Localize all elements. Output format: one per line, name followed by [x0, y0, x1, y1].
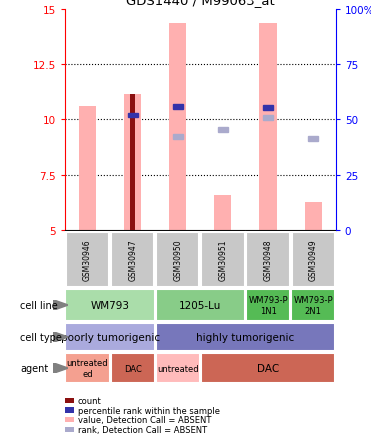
Text: percentile rank within the sample: percentile rank within the sample — [78, 405, 220, 414]
Bar — [156, 289, 245, 321]
Text: WM793-P
2N1: WM793-P 2N1 — [293, 296, 333, 315]
Polygon shape — [53, 300, 68, 311]
Text: GSM30947: GSM30947 — [128, 239, 137, 280]
Bar — [201, 353, 335, 383]
Text: GSM30949: GSM30949 — [309, 239, 318, 280]
Text: 1205-Lu: 1205-Lu — [179, 300, 221, 310]
Text: DAC: DAC — [257, 363, 279, 373]
Text: poorly tumorigenic: poorly tumorigenic — [60, 332, 160, 342]
Bar — [246, 289, 290, 321]
Text: count: count — [78, 396, 102, 405]
Text: agent: agent — [20, 363, 49, 373]
Text: WM793: WM793 — [91, 300, 129, 310]
Text: untreated: untreated — [157, 364, 198, 373]
Polygon shape — [53, 363, 68, 373]
Bar — [111, 232, 154, 287]
Bar — [214, 195, 232, 231]
Title: GDS1440 / M99063_at: GDS1440 / M99063_at — [126, 0, 275, 7]
Bar — [65, 289, 155, 321]
Bar — [130, 95, 135, 231]
Bar — [173, 135, 183, 139]
Bar — [65, 353, 109, 383]
Bar — [292, 232, 335, 287]
Bar — [128, 113, 138, 118]
Text: GSM30948: GSM30948 — [263, 239, 273, 280]
Bar — [263, 105, 273, 111]
Text: rank, Detection Call = ABSENT: rank, Detection Call = ABSENT — [78, 424, 207, 434]
Text: GSM30946: GSM30946 — [83, 239, 92, 280]
Text: untreated
ed: untreated ed — [67, 358, 108, 378]
Bar — [246, 232, 290, 287]
Bar — [169, 24, 186, 231]
Bar — [156, 353, 200, 383]
Bar — [156, 323, 335, 352]
Text: highly tumorigenic: highly tumorigenic — [196, 332, 295, 342]
Bar — [65, 323, 155, 352]
Bar — [111, 353, 155, 383]
Bar — [79, 107, 96, 231]
Bar — [173, 105, 183, 109]
Text: cell line: cell line — [20, 300, 58, 310]
Bar — [259, 24, 277, 231]
Text: cell type: cell type — [20, 332, 62, 342]
Bar — [263, 115, 273, 121]
Bar — [218, 128, 228, 133]
Polygon shape — [53, 332, 68, 342]
Text: WM793-P
1N1: WM793-P 1N1 — [248, 296, 288, 315]
Bar — [201, 232, 244, 287]
Bar — [291, 289, 335, 321]
Bar — [308, 137, 318, 141]
Bar — [305, 202, 322, 231]
Text: GSM30950: GSM30950 — [173, 239, 182, 280]
Text: DAC: DAC — [124, 364, 142, 373]
Bar — [156, 232, 200, 287]
Bar — [66, 232, 109, 287]
Text: GSM30951: GSM30951 — [219, 239, 227, 280]
Text: value, Detection Call = ABSENT: value, Detection Call = ABSENT — [78, 415, 211, 424]
Bar — [124, 95, 141, 231]
